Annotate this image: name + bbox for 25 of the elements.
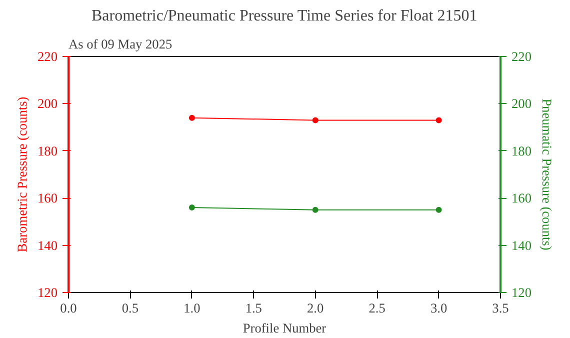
- y-axis-title: Barometric Pressure (counts): [14, 96, 30, 252]
- x-tick-label: 3.5: [492, 300, 510, 316]
- chart-title: Barometric/Pneumatic Pressure Time Series for Float 21501: [91, 8, 478, 24]
- y-tick-label: 220: [38, 49, 58, 64]
- y-tick-label: 160: [38, 190, 58, 206]
- x-tick-label: 1.5: [245, 300, 262, 316]
- x-tick-label: 1.0: [184, 300, 201, 316]
- chart-subtitle: As of 09 May 2025: [68, 36, 172, 52]
- x-tick-label: 2.0: [307, 300, 324, 316]
- y-tick-label: 120: [38, 285, 58, 300]
- y-tick-label: 140: [38, 238, 58, 253]
- x-axis-title: Profile Number: [242, 320, 327, 336]
- y2-axis-title: Pneumatic Pressure (counts): [539, 98, 554, 250]
- x-tick-label: 3.0: [430, 300, 448, 316]
- y-tick-label: 200: [38, 96, 58, 112]
- x-tick-label: 0.0: [60, 300, 78, 316]
- y2-tick-label: 220: [512, 49, 532, 64]
- y2-tick-label: 140: [512, 238, 532, 253]
- y2-tick-label: 200: [512, 96, 532, 112]
- x-tick-label: 0.5: [122, 300, 139, 316]
- y2-tick-label: 180: [512, 143, 532, 158]
- x-tick-label: 2.5: [368, 300, 386, 316]
- y-tick-label: 180: [38, 143, 58, 158]
- y2-tick-label: 160: [512, 190, 532, 206]
- y2-tick-label: 120: [512, 285, 532, 300]
